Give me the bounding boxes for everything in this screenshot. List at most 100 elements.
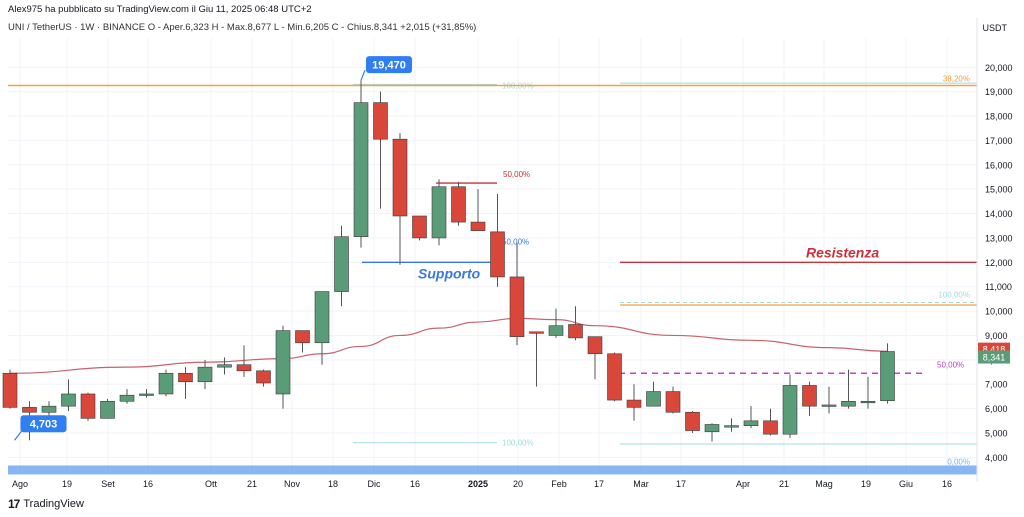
candle: [704, 423, 720, 442]
candle-body: [295, 330, 310, 344]
y-tick-label: 18,000: [985, 112, 1013, 122]
y-tick-label: 5,000: [985, 428, 1008, 438]
candle: [256, 369, 271, 387]
low-label-text: 4,703: [30, 419, 58, 431]
x-tick-label: Mar: [633, 479, 649, 489]
y-tick-label: 20,000: [985, 63, 1013, 73]
x-axis: Ago 19 Set 16 Ott 21 Nov 18 Dic 16 2025 20 Feb 17 Mar 1…: [12, 479, 952, 489]
candle: [217, 357, 232, 375]
x-tick-label: Nov: [284, 479, 301, 489]
candle-body: [743, 420, 759, 426]
candle-body: [119, 394, 135, 402]
candle-body: [548, 325, 564, 336]
candle: [587, 336, 603, 380]
fib-label: 100,00%: [502, 439, 534, 448]
candle: [80, 392, 96, 421]
drawn-lines: [362, 182, 977, 374]
candle: [724, 418, 739, 432]
candle: [275, 325, 291, 409]
candle-body: [646, 391, 661, 407]
candle-body: [334, 236, 349, 292]
candle: [626, 384, 642, 421]
candle-body: [373, 102, 388, 140]
candle: [295, 330, 310, 353]
candle-body: [451, 186, 466, 223]
candle: [490, 194, 505, 287]
candle-body: [236, 364, 252, 372]
candle: [100, 398, 115, 419]
x-tick-label: 19: [861, 479, 871, 489]
fib-label: 100,00%: [938, 291, 970, 300]
fib-label: 38,20%: [943, 75, 970, 84]
candle: [841, 369, 856, 409]
fib-label-red: 50,00%: [503, 170, 530, 179]
candle: [412, 215, 427, 241]
y-tick-label: 7,000: [985, 380, 1008, 390]
x-tick-label: Mag: [815, 479, 833, 489]
candle: [782, 374, 798, 438]
candle: [860, 376, 876, 409]
candle: [646, 381, 661, 407]
published-by-text: Alex975 ha pubblicato su TradingView.com…: [8, 4, 312, 15]
candle: [685, 411, 700, 433]
y-tick-label: 15,000: [985, 185, 1013, 195]
y-tick-label: 16,000: [985, 160, 1013, 170]
candle-body: [275, 330, 291, 395]
candle-body: [704, 424, 720, 433]
fib-label-zero: 0,00%: [947, 457, 970, 466]
candle-body: [529, 331, 544, 334]
candle: [236, 345, 252, 377]
x-tick-label: 18: [328, 479, 338, 489]
candle: [568, 306, 583, 341]
high-pointer: [360, 69, 366, 81]
candle-body: [568, 324, 583, 339]
candle: [197, 359, 213, 390]
candle-body: [802, 385, 817, 407]
candle: [139, 389, 154, 398]
moving-average: [9, 317, 888, 374]
candle: [392, 133, 408, 265]
candle-body: [880, 351, 895, 402]
candle-body: [763, 420, 778, 435]
y-tick-label: 17,000: [985, 136, 1013, 146]
candle: [763, 408, 778, 436]
x-tick-label: Dic: [368, 479, 381, 489]
candle: [334, 225, 349, 307]
candle-body: [821, 404, 837, 407]
candle-body: [217, 364, 232, 368]
candle: [880, 343, 895, 404]
x-tick-label: 2025: [468, 479, 488, 489]
brand-name: TradingView: [23, 498, 84, 510]
y-tick-label: 11,000: [985, 282, 1012, 292]
x-tick-label: 16: [143, 479, 153, 489]
tradingview-brand[interactable]: 17 TradingView: [8, 497, 84, 511]
candle: [802, 381, 817, 416]
x-tick-label: 16: [942, 479, 952, 489]
candle: [607, 352, 622, 402]
x-tick-label: 19: [62, 479, 72, 489]
candle-body: [158, 372, 174, 395]
candle-body: [412, 215, 427, 239]
y-tick-label: 9,000: [985, 331, 1008, 341]
candle: [451, 181, 466, 226]
candle-body: [197, 366, 213, 383]
candle-body: [626, 399, 642, 408]
x-tick-label: 21: [779, 479, 789, 489]
x-tick-label: Giu: [899, 479, 913, 489]
high-label-text: 19,470: [372, 60, 406, 72]
x-tick-label: 20: [513, 479, 523, 489]
resistenza-label: Resistenza: [806, 244, 879, 260]
y-tick-label: 13,000: [985, 233, 1013, 243]
candle: [353, 80, 369, 248]
candle-body: [841, 400, 856, 407]
candle-body: [353, 102, 369, 238]
close-price-tag: [978, 350, 1010, 364]
candle-body: [61, 393, 76, 407]
candle-body: [41, 405, 57, 413]
candle-body: [509, 276, 525, 337]
candle-body: [665, 391, 681, 413]
candle-body: [470, 221, 486, 231]
x-tick-label: Feb: [551, 479, 567, 489]
support-band: 0,00%: [8, 457, 977, 475]
